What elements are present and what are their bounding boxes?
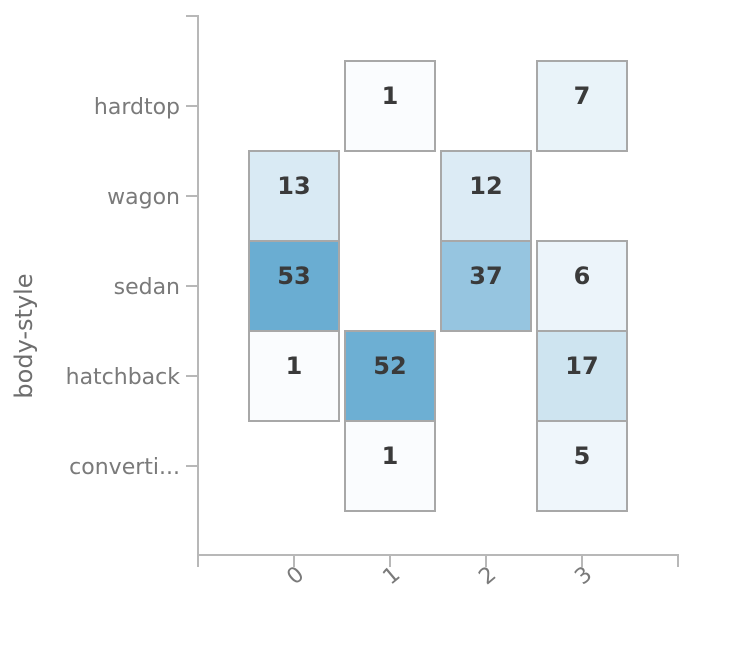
heatmap-cell-rect: [440, 150, 532, 242]
y-tick-label: wagon: [107, 185, 180, 210]
heatmap-cell: 17: [536, 330, 628, 422]
heatmap-cell: 37: [440, 240, 532, 332]
x-tick-label: 1: [378, 562, 405, 590]
heatmap-cell: 12: [440, 150, 532, 242]
heatmap-cell-rect: [248, 330, 340, 422]
heatmap-cell: 6: [536, 240, 628, 332]
heatmap-cell: 1: [248, 330, 340, 422]
heatmap-cell-rect: [248, 240, 340, 332]
heatmap-cell: 13: [248, 150, 340, 242]
heatmap-cell-rect: [536, 60, 628, 152]
x-tick-label: 2: [474, 562, 501, 590]
heatmap-cell: 53: [248, 240, 340, 332]
y-tick-label: sedan: [114, 275, 180, 300]
heatmap-cell-rect: [344, 330, 436, 422]
heatmap-cell-value: 37: [469, 262, 502, 290]
heatmap-cell: 5: [536, 420, 628, 512]
heatmap-cell-value: 17: [565, 352, 598, 380]
heatmap-cell-value: 7: [574, 82, 591, 110]
heatmap-cell-value: 13: [277, 172, 310, 200]
x-axis-line: [197, 554, 679, 567]
x-tick-label: 3: [570, 562, 597, 590]
heatmap-cell-value: 6: [574, 262, 591, 290]
x-tick-label: 0: [282, 562, 309, 590]
heatmap-cell: 7: [536, 60, 628, 152]
heatmap-cell-value: 1: [382, 82, 399, 110]
heatmap-cell: 52: [344, 330, 436, 422]
heatmap-cell-value: 1: [382, 442, 399, 470]
heatmap-cell-rect: [536, 240, 628, 332]
heatmap-cell-rect: [536, 330, 628, 422]
x-axis: 0 1 2 3: [197, 554, 679, 590]
y-axis: hardtop wagon sedan hatchback converti...: [66, 15, 199, 555]
heatmap-cell: 1: [344, 60, 436, 152]
heatmap-cell-rect: [344, 60, 436, 152]
heatmap-cell-value: 52: [373, 352, 406, 380]
heatmap-cell-value: 12: [469, 172, 502, 200]
heatmap-cell-value: 1: [286, 352, 303, 380]
y-tick-label: hardtop: [94, 95, 180, 120]
y-tick-label: hatchback: [66, 365, 181, 390]
heatmap-cell-rect: [440, 240, 532, 332]
heatmap-cell-rect: [536, 420, 628, 512]
y-tick-label: converti...: [69, 455, 180, 480]
y-axis-title: body-style: [10, 273, 38, 398]
heatmap-cell-rect: [344, 420, 436, 512]
heatmap-cell-value: 5: [574, 442, 591, 470]
heatmap-cell-value: 53: [277, 262, 310, 290]
heatmap-cell: 1: [344, 420, 436, 512]
